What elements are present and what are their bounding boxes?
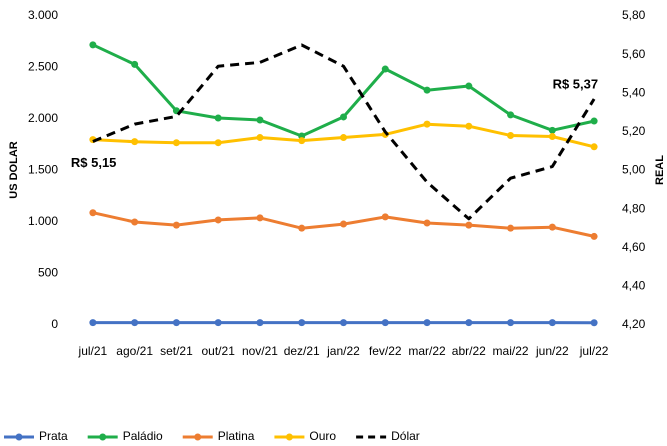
data-point <box>298 224 306 232</box>
y2-tick-label: 4,20 <box>622 317 646 331</box>
x-tick-label: mar/22 <box>408 344 446 358</box>
data-point <box>465 319 473 327</box>
legend-marker <box>194 433 202 441</box>
data-point <box>131 218 139 226</box>
y2-tick-label: 4,80 <box>622 201 646 215</box>
data-point <box>507 224 515 232</box>
data-point <box>465 221 473 229</box>
y-axis-label: US DOLAR <box>8 141 20 199</box>
legend-label: Dólar <box>391 429 420 443</box>
data-point <box>381 213 389 221</box>
x-tick-label: nov/21 <box>242 344 278 358</box>
data-point <box>298 319 306 327</box>
y-tick-label: 1.500 <box>28 163 58 177</box>
data-point <box>131 138 139 146</box>
data-point <box>131 319 139 327</box>
data-point <box>172 221 180 229</box>
data-point <box>214 216 222 224</box>
x-tick-label: ago/21 <box>116 344 153 358</box>
legend-label: Ouro <box>309 429 336 443</box>
y2-axis-label: REAL <box>654 155 666 185</box>
y-tick-label: 0 <box>51 317 58 331</box>
data-point <box>214 319 222 327</box>
data-point <box>423 319 431 327</box>
data-point <box>423 120 431 128</box>
x-tick-label: fev/22 <box>369 344 402 358</box>
data-point <box>214 139 222 147</box>
data-point <box>548 319 556 327</box>
data-point <box>172 319 180 327</box>
annotation: R$ 5,15 <box>71 155 117 170</box>
data-point <box>256 319 264 327</box>
data-point <box>89 319 97 327</box>
data-point <box>340 220 347 228</box>
data-point <box>590 143 598 151</box>
data-point <box>381 65 389 73</box>
data-point <box>131 60 139 68</box>
data-point <box>465 122 473 130</box>
data-point <box>172 139 180 147</box>
x-tick-label: dez/21 <box>284 344 320 358</box>
x-tick-label: set/21 <box>160 344 193 358</box>
series-line <box>92 43 595 138</box>
y-tick-label: 1.000 <box>28 214 58 228</box>
x-tick-label: mai/22 <box>493 344 529 358</box>
y2-tick-label: 5,00 <box>622 163 646 177</box>
data-point <box>507 131 515 139</box>
data-point <box>590 117 598 125</box>
data-point <box>423 219 431 227</box>
data-point <box>340 113 347 121</box>
y2-tick-label: 5,80 <box>622 8 646 22</box>
y-tick-label: 500 <box>38 266 58 280</box>
data-point <box>256 134 264 142</box>
data-point <box>340 319 347 327</box>
data-point <box>89 209 97 217</box>
data-point <box>507 319 515 327</box>
data-point <box>256 116 264 124</box>
legend-marker <box>285 433 293 441</box>
y-tick-label: 2.500 <box>28 60 58 74</box>
x-tick-label: jun/22 <box>535 344 569 358</box>
x-tick-label: out/21 <box>202 344 236 358</box>
x-tick-label: abr/22 <box>452 344 486 358</box>
x-tick-label: jul/22 <box>579 344 609 358</box>
legend-label: Prata <box>39 429 68 443</box>
data-point <box>465 82 473 90</box>
annotation: R$ 5,37 <box>553 76 599 91</box>
legend-marker <box>15 433 23 441</box>
series-line <box>92 43 596 221</box>
data-point <box>340 134 347 142</box>
y2-tick-label: 4,40 <box>622 279 646 293</box>
data-point <box>423 86 431 94</box>
legend-label: Platina <box>218 429 255 443</box>
y2-tick-label: 5,40 <box>622 85 646 99</box>
data-point <box>381 319 389 327</box>
data-point <box>298 137 306 145</box>
x-tick-label: jan/22 <box>326 344 360 358</box>
data-point <box>548 126 556 134</box>
y2-tick-label: 5,20 <box>622 124 646 138</box>
y-tick-label: 3.000 <box>28 8 58 22</box>
data-point <box>507 111 515 119</box>
data-point <box>548 133 556 141</box>
data-point <box>590 319 598 327</box>
y2-tick-label: 4,60 <box>622 240 646 254</box>
data-point <box>89 41 97 49</box>
x-tick-label: jul/21 <box>78 344 108 358</box>
data-point <box>548 223 556 231</box>
y2-tick-label: 5,60 <box>622 47 646 61</box>
data-point <box>590 232 598 240</box>
legend-marker <box>99 433 107 441</box>
data-point <box>214 114 222 122</box>
y-tick-label: 2.000 <box>28 111 58 125</box>
data-point <box>256 214 264 222</box>
legend-label: Paládio <box>123 429 163 443</box>
